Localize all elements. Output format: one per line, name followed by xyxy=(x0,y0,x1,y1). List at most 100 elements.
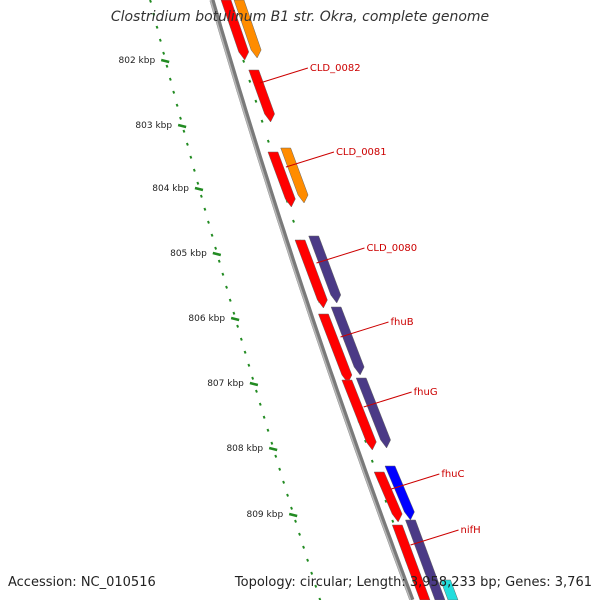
inner-track-dot xyxy=(228,298,232,302)
inner-track-dot xyxy=(286,493,289,497)
inner-track-dot xyxy=(262,415,266,419)
tick-mark xyxy=(177,123,187,129)
outer-track-dot xyxy=(292,219,295,223)
tick-mark xyxy=(194,186,204,192)
gene-block-purple xyxy=(330,306,365,376)
accession-label: Accession: NC_010516 xyxy=(8,575,156,590)
gene-block-orange xyxy=(280,147,309,204)
inner-track-dot xyxy=(217,259,221,263)
outer-track-dot xyxy=(384,499,388,503)
cds-block xyxy=(267,151,296,208)
inner-track-dot xyxy=(182,129,186,133)
tick-mark xyxy=(249,381,259,387)
inner-track-dot xyxy=(251,376,255,380)
gene-label: fhuC xyxy=(441,469,464,480)
outer-track-dot xyxy=(248,79,252,83)
tick-label: 805 kbp xyxy=(170,249,207,259)
inner-track-dot xyxy=(225,285,228,289)
cds-block xyxy=(248,69,275,123)
inner-track-dot xyxy=(302,545,305,549)
genome-backbone xyxy=(209,0,415,600)
inner-track-dot xyxy=(179,116,182,120)
outer-track-dot xyxy=(266,139,270,143)
inner-track-dot xyxy=(192,168,196,172)
gene-label: fhuB xyxy=(391,317,414,328)
outer-track-dot xyxy=(242,59,246,63)
inner-track-dot xyxy=(232,311,236,315)
gene-label: CLD_0080 xyxy=(366,243,417,254)
gene-label: nifH xyxy=(461,525,481,536)
inner-track-dot xyxy=(155,25,159,29)
cds-block xyxy=(220,0,250,61)
gene-leader-line xyxy=(340,321,389,338)
cds-block xyxy=(294,239,328,309)
tick-mark xyxy=(160,58,170,64)
inner-track-dot xyxy=(266,428,270,432)
gene-block-blue xyxy=(384,465,415,521)
inner-track-dot xyxy=(274,454,278,458)
gene-label: fhuG xyxy=(414,387,438,398)
gene-label: CLD_0081 xyxy=(336,147,387,158)
inner-track-dot xyxy=(210,233,214,237)
inner-track-dot xyxy=(168,77,172,81)
inner-track-dot xyxy=(310,571,314,575)
inner-track-dot xyxy=(270,441,274,445)
inner-track-dot xyxy=(158,38,162,42)
tick-label: 803 kbp xyxy=(135,121,172,131)
inner-track-dot xyxy=(203,207,207,211)
inner-track-dot xyxy=(236,324,240,328)
gene-leader-line xyxy=(259,67,309,84)
inner-track-dot xyxy=(258,402,262,406)
outer-track-dot xyxy=(370,459,374,463)
gene-leader-line xyxy=(410,529,459,546)
genome-title: Clostridium botulinum B1 str. Okra, comp… xyxy=(110,9,490,25)
tick-label: 807 kbp xyxy=(207,379,244,389)
gene-leader-line xyxy=(363,391,412,408)
outer-track-dot xyxy=(254,99,258,103)
inner-track-dot xyxy=(162,51,166,55)
inner-track-dot xyxy=(282,480,286,484)
gene-block-purple xyxy=(405,519,446,600)
tick-mark xyxy=(212,251,222,257)
tick-mark xyxy=(268,446,278,452)
gene-block-orange xyxy=(233,0,262,59)
inner-track-dot xyxy=(294,519,297,523)
inner-track-dot xyxy=(278,467,282,471)
inner-track-dot xyxy=(255,389,258,393)
gene-leader-line xyxy=(285,151,335,168)
gene-block-cyan xyxy=(440,579,459,600)
tick-label: 806 kbp xyxy=(188,314,225,324)
gene-leader-line xyxy=(391,473,440,490)
inner-track-dot xyxy=(165,64,169,68)
tick-label: 809 kbp xyxy=(246,510,283,520)
genome-backbone-highlight xyxy=(209,0,412,600)
tick-label: 808 kbp xyxy=(226,444,263,454)
inner-track-dot xyxy=(314,584,318,588)
tick-label: 804 kbp xyxy=(152,184,189,194)
inner-track-dot xyxy=(239,337,243,341)
tick-label: 802 kbp xyxy=(119,56,156,66)
genome-summary: Topology: circular; Length: 3,958,233 bp… xyxy=(234,575,592,590)
outer-track-dot xyxy=(260,119,264,123)
inner-track-dot xyxy=(298,532,301,536)
inner-track-dot xyxy=(199,194,203,198)
cds-block xyxy=(391,524,431,600)
cds-block xyxy=(341,379,377,451)
tick-mark xyxy=(230,316,240,322)
gene-block-purple xyxy=(308,235,342,304)
cds-block xyxy=(318,313,353,384)
inner-track-dot xyxy=(152,12,156,16)
inner-track-dot xyxy=(149,0,152,3)
tick-mark xyxy=(288,512,298,518)
inner-track-dot xyxy=(189,155,193,159)
inner-track-dot xyxy=(306,558,310,562)
gene-label: CLD_0082 xyxy=(310,63,361,74)
inner-track-dot xyxy=(196,181,200,185)
inner-track-dot xyxy=(221,272,225,276)
gene-leader-line xyxy=(316,247,365,264)
inner-track-dot xyxy=(175,103,179,107)
inner-track-dot xyxy=(207,220,210,224)
inner-track-dot xyxy=(185,142,189,146)
outer-track-dot xyxy=(364,439,367,443)
